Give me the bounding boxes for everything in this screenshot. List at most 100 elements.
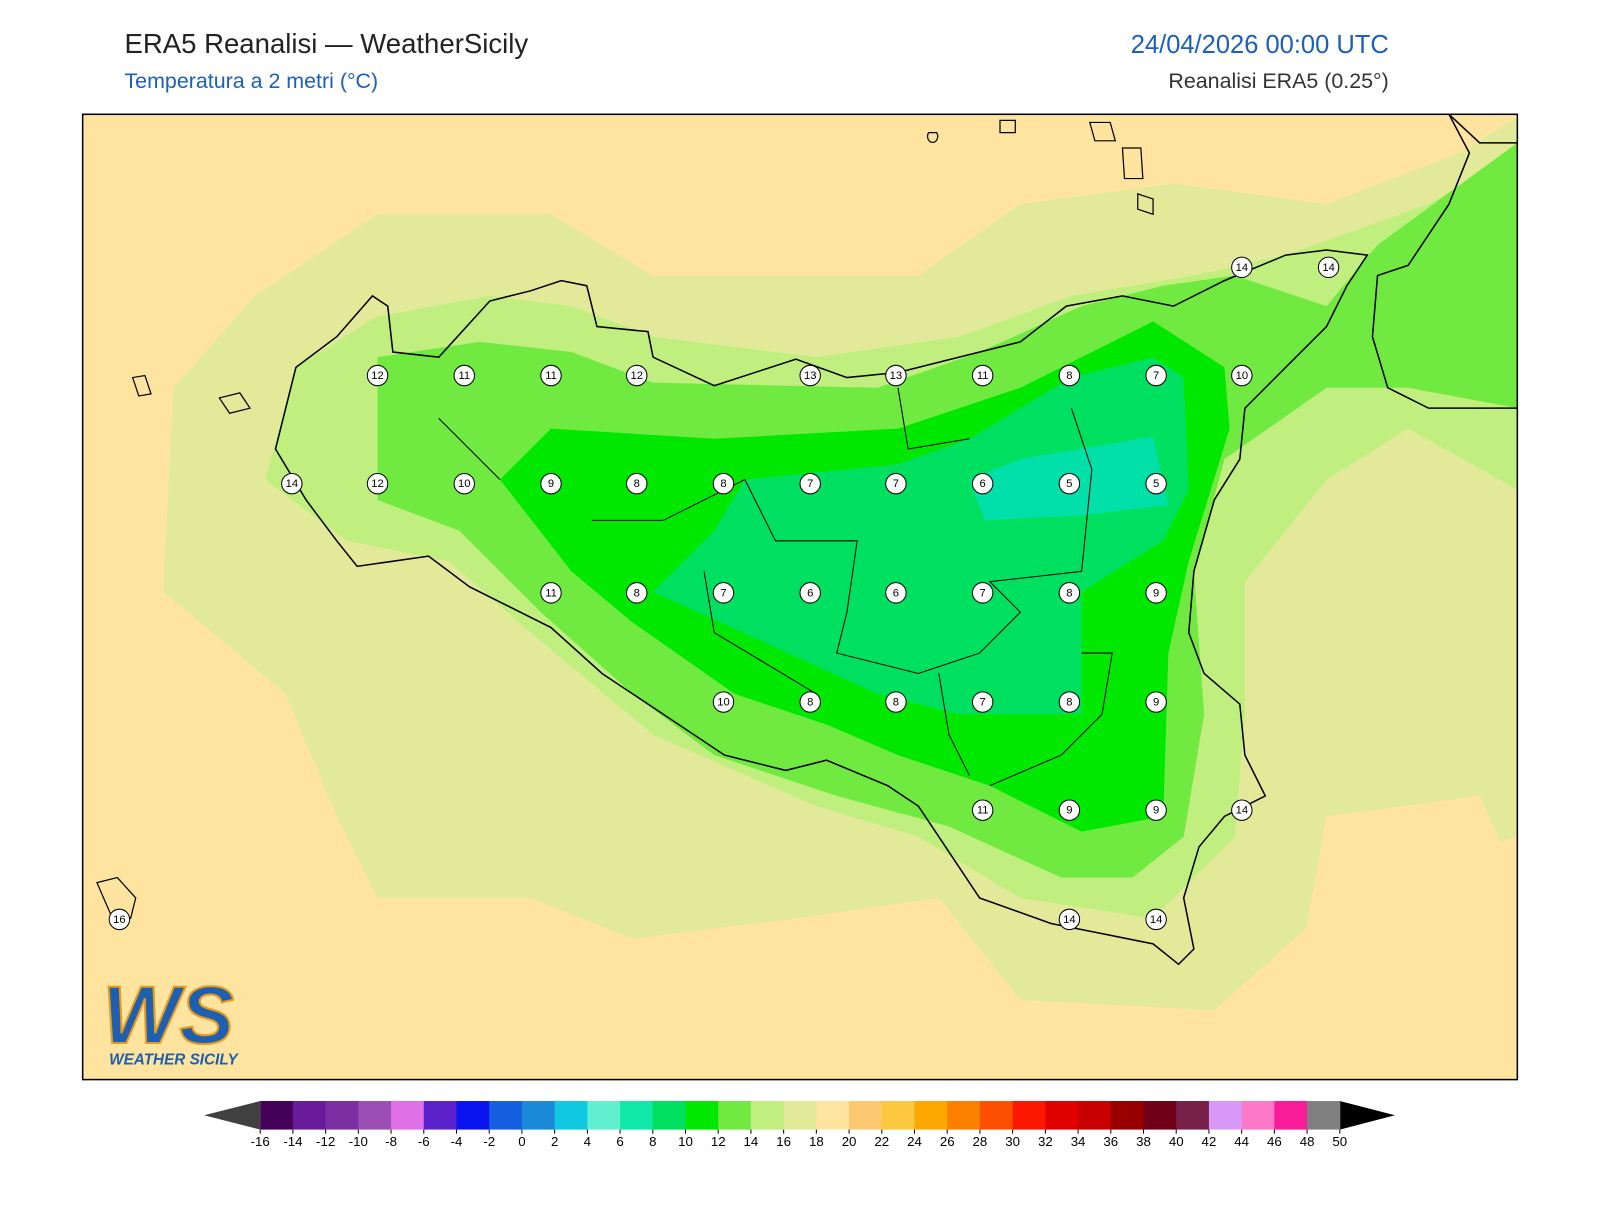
colorbar-segment — [783, 1101, 817, 1130]
colorbar-tick-label: 22 — [874, 1134, 889, 1149]
station-marker — [1145, 691, 1167, 713]
colorbar-tick-label: 36 — [1103, 1134, 1118, 1149]
station-marker — [971, 472, 994, 495]
station: 9 — [1145, 799, 1167, 821]
station-marker — [971, 799, 994, 821]
station-label: 16 — [113, 914, 125, 926]
station-label: 9 — [1153, 587, 1159, 599]
station-marker — [799, 472, 821, 495]
colorbar-tick-label: 14 — [744, 1134, 759, 1149]
station-marker — [712, 582, 735, 604]
station: 7 — [1145, 364, 1167, 387]
station-marker — [799, 691, 821, 713]
station-label: 14 — [1236, 805, 1248, 817]
colorbar-tick-label: 30 — [1005, 1134, 1020, 1149]
station: 14 — [281, 472, 303, 495]
colorbar-tick-label: 4 — [584, 1134, 591, 1149]
station-label: 14 — [1322, 262, 1334, 274]
colorbar-arrow-low — [204, 1101, 261, 1130]
colorbar: -16 -14 -12 -10 -8 -6 -4 -2 0 2 4 6 8 10 12 14 16 18 20 22 2… — [204, 1101, 1395, 1149]
station-label: 12 — [371, 478, 383, 490]
station: 7 — [885, 472, 907, 495]
colorbar-tick-label: -4 — [451, 1134, 463, 1149]
station-label: 5 — [1153, 478, 1159, 490]
colorbar-tick-label: 2 — [551, 1134, 558, 1149]
field-6 — [653, 357, 1189, 715]
colorbar-segment — [947, 1101, 981, 1130]
station-marker — [1145, 799, 1167, 821]
colorbar-tick-label: 42 — [1202, 1134, 1217, 1149]
colorbar-segment — [521, 1101, 556, 1130]
colorbar-tick-label: 26 — [940, 1134, 955, 1149]
station: 8 — [1058, 582, 1081, 604]
station-marker — [971, 691, 994, 713]
station-label: 14 — [1236, 262, 1248, 274]
station-marker — [626, 472, 648, 495]
colorbar-tick-label: -10 — [349, 1134, 368, 1149]
station-label: 7 — [893, 478, 899, 490]
station-marker — [626, 582, 648, 604]
station: 11 — [540, 582, 562, 604]
station: 5 — [1145, 472, 1167, 495]
station-label: 6 — [807, 587, 813, 599]
station: 9 — [1058, 799, 1081, 821]
colorbar-tick-label: -8 — [385, 1134, 397, 1149]
station-marker — [366, 472, 389, 495]
station-label: 14 — [1150, 914, 1162, 926]
source: Reanalisi ERA5 (0.25°) — [1168, 69, 1388, 93]
station-label: 8 — [1066, 697, 1072, 709]
colorbar-tick-label: 10 — [678, 1134, 693, 1149]
colorbar-tick-label: 24 — [907, 1134, 922, 1149]
colorbar-segment — [1307, 1101, 1341, 1130]
station-label: 8 — [807, 697, 813, 709]
colorbar-tick-label: 18 — [809, 1134, 824, 1149]
logo-text: WEATHER SICILY — [109, 1051, 239, 1068]
station-marker — [885, 472, 907, 495]
station-marker — [366, 364, 389, 387]
station-marker — [799, 364, 821, 387]
colorbar-tick-label: 34 — [1071, 1134, 1086, 1149]
station-label: 13 — [804, 370, 816, 382]
station-marker — [1145, 472, 1167, 495]
station: 7 — [712, 582, 735, 604]
station: 11 — [453, 364, 475, 387]
station: 16 — [108, 908, 131, 931]
station-marker — [1231, 364, 1253, 387]
station-label: 5 — [1066, 478, 1072, 490]
station: 9 — [1145, 582, 1167, 604]
station: 14 — [1317, 256, 1340, 279]
colorbar-segment — [979, 1101, 1014, 1130]
subtitle: Temperatura a 2 metri (°C) — [124, 69, 378, 93]
station-label: 10 — [458, 478, 470, 490]
station: 5 — [1058, 472, 1081, 495]
station-marker — [453, 472, 475, 495]
station: 8 — [626, 472, 648, 495]
station-label: 10 — [717, 697, 729, 709]
station-label: 10 — [1236, 370, 1248, 382]
station: 14 — [1058, 908, 1081, 931]
station-label: 7 — [980, 697, 986, 709]
station-marker — [453, 364, 475, 387]
colorbar-segment — [849, 1101, 883, 1130]
station-marker — [540, 364, 562, 387]
station: 12 — [366, 364, 389, 387]
station-label: 8 — [1066, 587, 1072, 599]
colorbar-segment — [423, 1101, 458, 1130]
colorbar-tick-label: 40 — [1169, 1134, 1184, 1149]
colorbar-segment — [1143, 1101, 1177, 1130]
station-marker — [1058, 364, 1081, 387]
colorbar-segment — [750, 1101, 785, 1130]
colorbar-tick-label: -14 — [283, 1134, 302, 1149]
station-marker — [540, 582, 562, 604]
coastline — [274, 249, 1369, 966]
colorbar-segment — [260, 1101, 294, 1130]
station: 12 — [366, 472, 389, 495]
station: 11 — [971, 799, 994, 821]
station: 7 — [799, 472, 821, 495]
colorbar-tick-label: -2 — [483, 1134, 495, 1149]
colorbar-tick-label: 46 — [1267, 1134, 1282, 1149]
station-marker — [799, 582, 821, 604]
colorbar-tick-label: 16 — [776, 1134, 791, 1149]
